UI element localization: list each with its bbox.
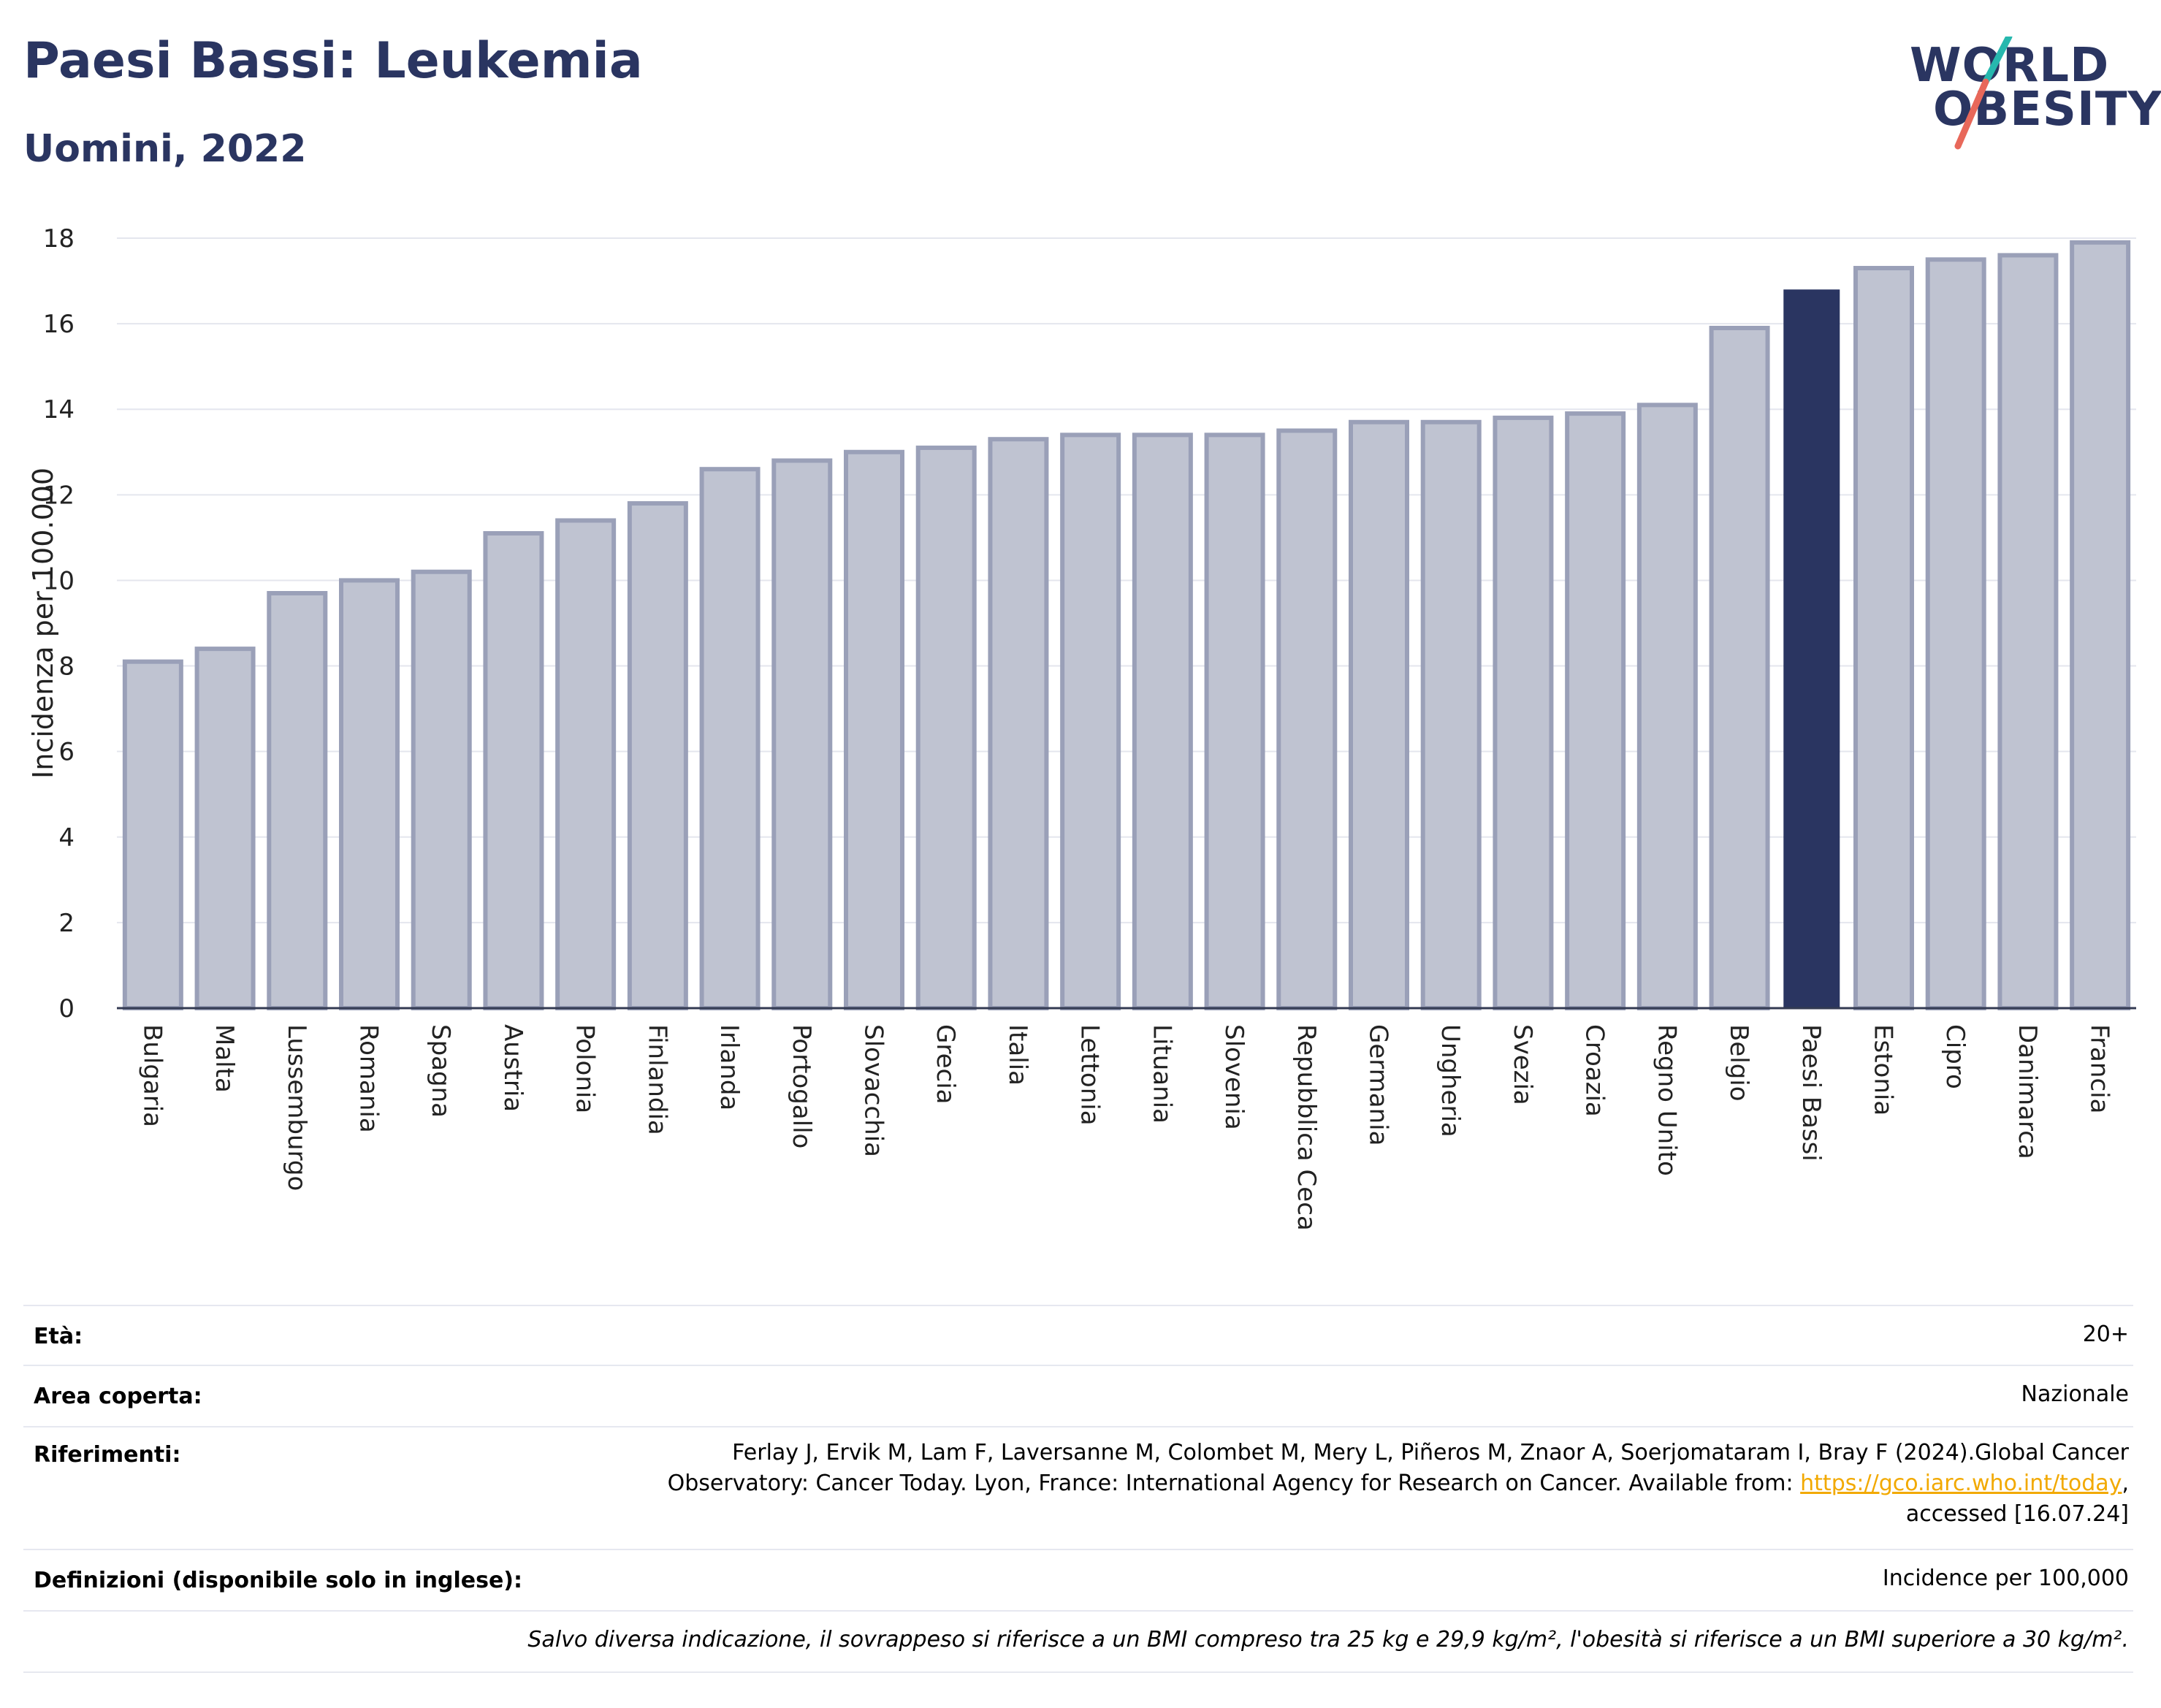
age-label: Età: — [34, 1324, 83, 1349]
definitions-value: Incidence per 100,000 — [1882, 1566, 2129, 1591]
x-tick-label: Portogallo — [787, 1024, 816, 1148]
x-tick-label: Cipro — [1940, 1024, 1970, 1089]
references-text-1: Ferlay J, Ervik M, Lam F, Laversanne M, … — [667, 1440, 2129, 1496]
bar-chart: 0 2 4 6 8 10 12 14 16 18 Incidenza per 100.000 Bulg… — [27, 224, 2136, 1231]
bar — [1132, 432, 1193, 1011]
x-tick-label: Svezia — [1508, 1024, 1537, 1105]
references-link[interactable]: https://gco.iarc.who.int/today — [1800, 1471, 2122, 1496]
y-axis-label: Incidenza per 100.000 — [27, 468, 59, 779]
y-tick-label: 4 — [58, 823, 75, 853]
bar — [1997, 253, 2059, 1010]
x-tick-label: Polonia — [571, 1024, 600, 1113]
info-table: Età: 20+ Area coperta: Nazionale Riferim… — [23, 1305, 2133, 1673]
y-tick-label: 6 — [58, 738, 75, 767]
bar — [194, 647, 256, 1011]
y-tick-label: 14 — [43, 395, 75, 424]
info-row-area: Area coperta: Nazionale — [23, 1365, 2133, 1426]
bar — [1565, 411, 1626, 1011]
references-text-2: , accessed [16.07.24] — [1905, 1471, 2129, 1527]
x-tick-label: Finlandia — [642, 1024, 671, 1135]
bar — [2070, 240, 2131, 1010]
bar — [699, 467, 761, 1010]
bar — [1349, 419, 1409, 1010]
info-row-definitions: Definizioni (disponibile solo in inglese… — [23, 1549, 2133, 1610]
page-subtitle: Uomini, 2022 — [23, 127, 307, 171]
area-label: Area coperta: — [34, 1384, 202, 1409]
bar — [483, 531, 544, 1010]
x-tick-label: Romania — [354, 1024, 384, 1133]
x-tick-label: Malta — [210, 1024, 239, 1093]
x-tick-label: Regno Unito — [1652, 1024, 1681, 1176]
bar — [1493, 415, 1554, 1010]
x-tick-label: Paesi Bassi — [1796, 1024, 1826, 1162]
bar — [1636, 403, 1698, 1011]
x-tick-label: Repubblica Ceca — [1292, 1024, 1321, 1231]
x-tick-label: Spagna — [426, 1024, 455, 1118]
x-tick-label: Danimarca — [2013, 1024, 2042, 1159]
x-tick-label: Germania — [1364, 1024, 1393, 1145]
y-tick-label: 18 — [43, 224, 75, 253]
x-tick-label: Lituania — [1147, 1024, 1176, 1124]
references-label: Riferimenti: — [34, 1442, 181, 1468]
bar — [771, 458, 833, 1010]
info-row-age: Età: 20+ — [23, 1305, 2133, 1365]
x-tick-label: Lettonia — [1075, 1024, 1105, 1126]
bar — [844, 449, 904, 1010]
bar — [339, 578, 400, 1010]
bar — [915, 445, 977, 1010]
x-tick-label: Estonia — [1869, 1024, 1898, 1116]
y-tick-label: 2 — [58, 909, 75, 938]
x-tick-label: Bulgaria — [137, 1024, 167, 1127]
x-tick-label: Croazia — [1580, 1024, 1609, 1117]
x-tick-label: Italia — [1003, 1024, 1032, 1086]
x-tick-label: Lussemburgo — [282, 1024, 311, 1191]
y-tick-label: 16 — [43, 310, 75, 339]
logo-text-obesity: OBESITY — [1933, 83, 2161, 137]
y-tick-label: 10 — [43, 566, 75, 595]
x-tick-label: Irlanda — [714, 1024, 744, 1110]
bar — [555, 518, 617, 1010]
bar — [1709, 325, 1770, 1010]
bar — [122, 659, 183, 1010]
age-value: 20+ — [2082, 1322, 2129, 1347]
x-tick-label: Slovacchia — [859, 1024, 888, 1157]
references-value: Ferlay J, Ervik M, Lam F, Laversanne M, … — [631, 1438, 2129, 1530]
definitions-label: Definizioni (disponibile solo in inglese… — [34, 1568, 522, 1593]
y-tick-label: 12 — [43, 481, 75, 510]
bar — [1276, 428, 1338, 1010]
bar — [1783, 289, 1840, 1008]
bar — [1853, 265, 1914, 1010]
bar — [1204, 432, 1265, 1011]
bar — [1925, 257, 1986, 1010]
y-tick-label: 8 — [58, 652, 75, 682]
bar — [627, 501, 688, 1010]
area-value: Nazionale — [2021, 1381, 2129, 1407]
bar — [1060, 432, 1121, 1011]
x-tick-label: Grecia — [931, 1024, 960, 1104]
bar — [988, 437, 1049, 1010]
bar — [1420, 419, 1482, 1010]
x-tick-label: Belgio — [1724, 1024, 1753, 1102]
y-tick-label: 0 — [58, 994, 75, 1023]
bar — [267, 591, 328, 1010]
page-title: Paesi Bassi: Leukemia — [23, 32, 643, 90]
x-tick-label: Francia — [2085, 1024, 2114, 1113]
x-tick-label: Slovenia — [1219, 1024, 1249, 1130]
x-tick-label: Ungheria — [1436, 1024, 1465, 1137]
x-tick-label: Austria — [498, 1024, 527, 1112]
bar — [411, 569, 472, 1010]
bmi-note: Salvo diversa indicazione, il sovrappeso… — [527, 1627, 2129, 1652]
info-row-references: Riferimenti: Ferlay J, Ervik M, Lam F, L… — [23, 1426, 2133, 1549]
info-row-note: Salvo diversa indicazione, il sovrappeso… — [23, 1610, 2133, 1673]
